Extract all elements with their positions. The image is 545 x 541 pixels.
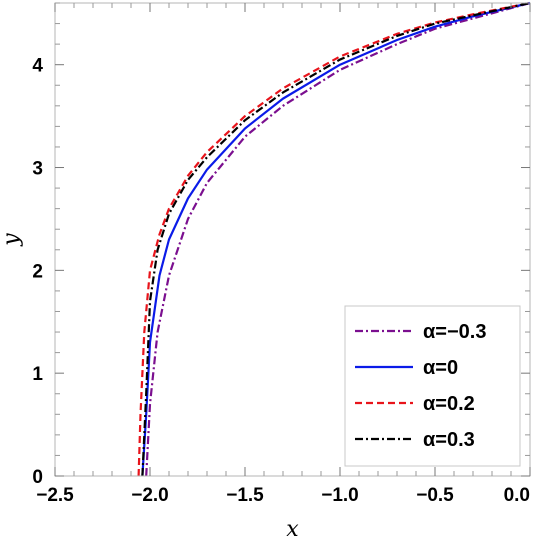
- x-tick-label: −2.0: [131, 485, 169, 506]
- series-line-4: [141, 1, 531, 477]
- y-tick-label: 4: [32, 56, 43, 77]
- legend-label-1: α=−0.3: [423, 321, 486, 343]
- series-line-1: [145, 1, 531, 477]
- x-tick-label: −1.0: [321, 485, 359, 506]
- x-tick-label: −1.5: [226, 485, 264, 506]
- x-tick-label: −0.5: [416, 485, 454, 506]
- legend-label-4: α=0.3: [423, 429, 475, 451]
- y-axis-title: y: [0, 233, 24, 247]
- x-tick-label: 0.0: [504, 485, 530, 506]
- axes: −2.5 −2.0 −1.5 −1.0 −0.5 0.0 0 1 2 3 4 x y: [0, 2, 531, 541]
- plot-area: [137, 1, 531, 477]
- legend-label-2: α=0: [423, 357, 458, 379]
- y-tick-label: 3: [32, 159, 43, 180]
- y-tick-label: 0: [32, 467, 43, 488]
- legend-label-3: α=0.2: [423, 393, 475, 415]
- plot-frame: [54, 2, 531, 477]
- y-tick-label: 2: [32, 261, 43, 282]
- x-tick-label: −2.5: [36, 485, 74, 506]
- series-line-2: [141, 1, 531, 477]
- y-tick-label: 1: [32, 364, 43, 385]
- legend: α=−0.3 α=0 α=0.2 α=0.3: [344, 305, 521, 467]
- x-axis-title: x: [286, 517, 299, 541]
